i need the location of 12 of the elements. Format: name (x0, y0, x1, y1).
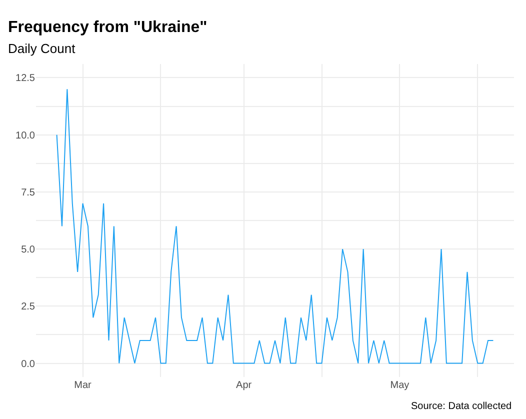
y-tick-label: 12.5 (16, 73, 36, 84)
y-tick-label: 2.5 (21, 302, 36, 313)
y-tick-label: 10.0 (16, 130, 36, 142)
source-note: Source: Data collected (411, 401, 512, 412)
y-tick-label: 5.0 (21, 244, 36, 256)
chart-subtitle: Daily Count (8, 41, 76, 56)
y-tick-label: 0.0 (21, 358, 36, 370)
chart-title: Frequency from "Ukraine" (8, 19, 208, 36)
x-tick-label: May (390, 380, 410, 391)
y-tick-label: 7.5 (21, 187, 36, 198)
x-tick-label: Apr (236, 380, 252, 391)
x-tick-label: Mar (74, 380, 92, 391)
